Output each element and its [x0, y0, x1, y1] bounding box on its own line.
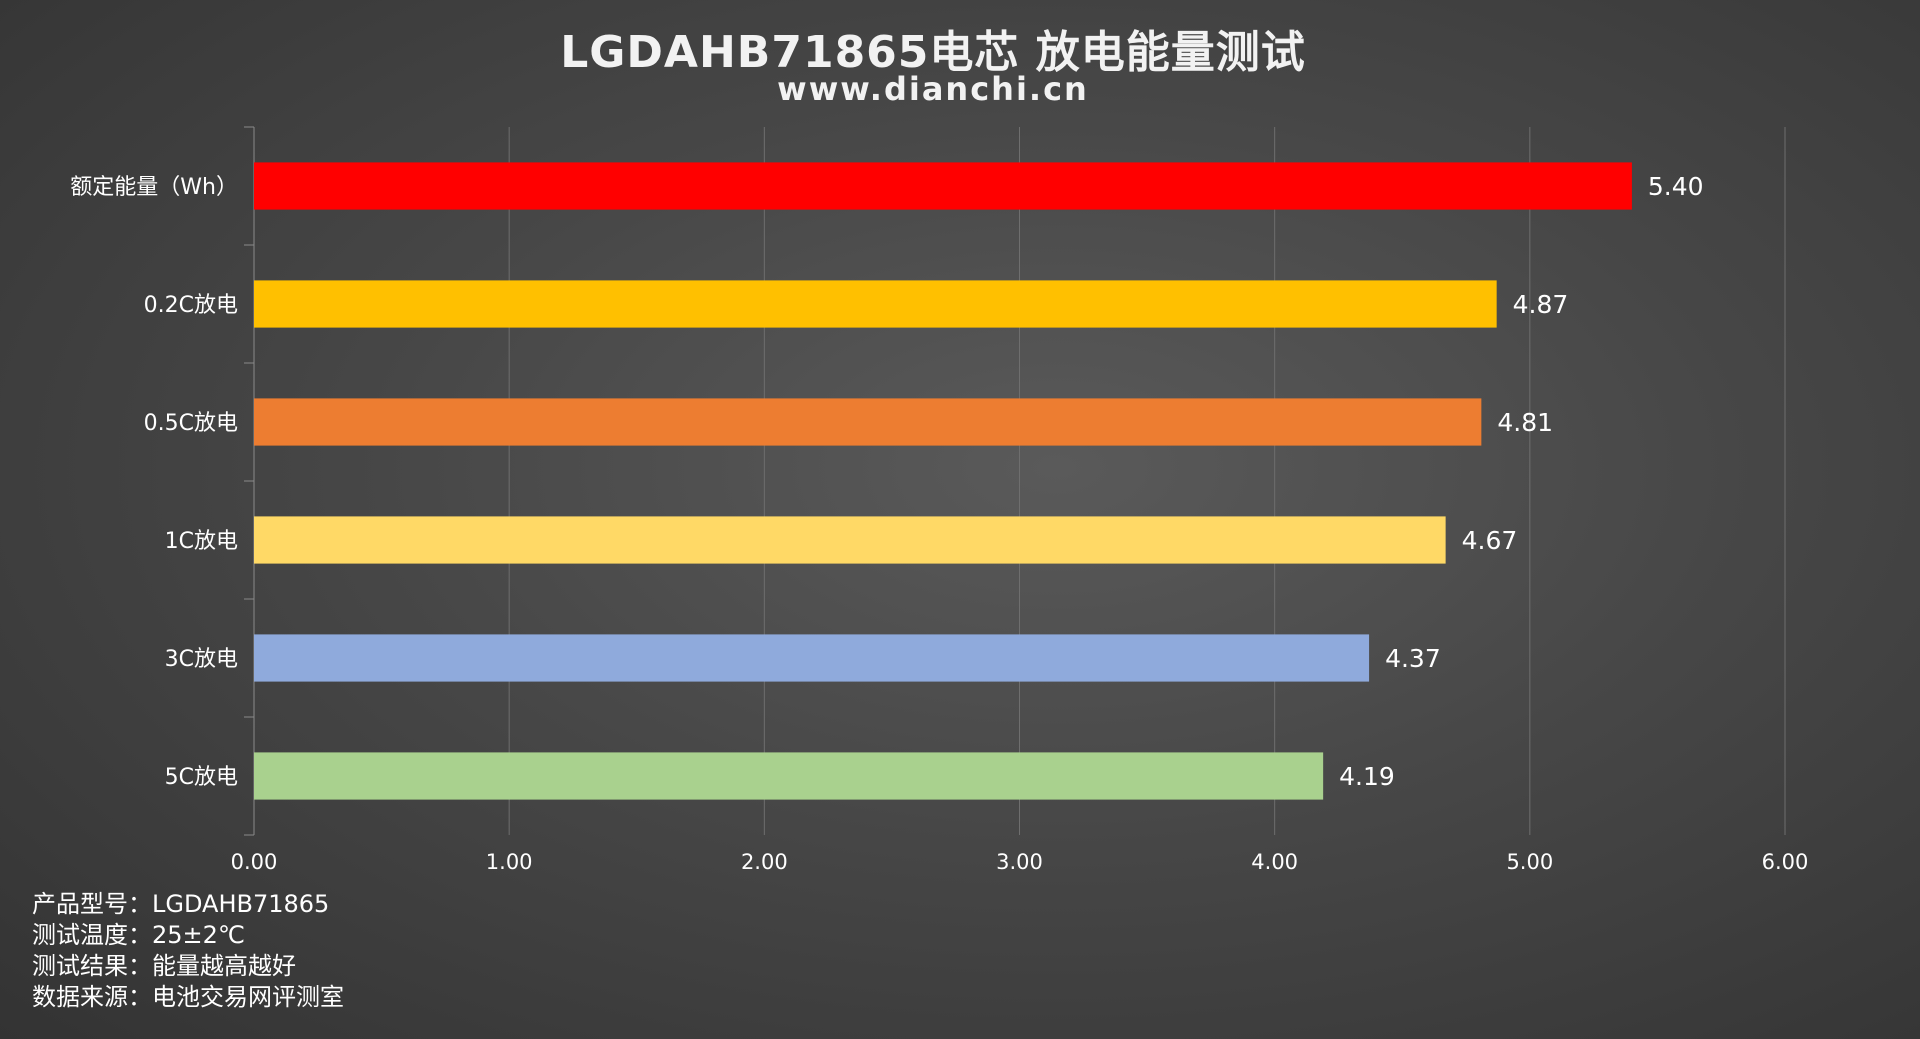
x-tick-label-1: 1.00	[486, 850, 533, 874]
x-tick-label-6: 6.00	[1762, 850, 1809, 874]
note-temperature-value: 25±2℃	[152, 921, 245, 949]
x-tick-label-2: 2.00	[741, 850, 788, 874]
category-label-3: 1C放电	[165, 529, 238, 554]
bar-0	[254, 162, 1632, 210]
x-tick-label-4: 4.00	[1251, 850, 1298, 874]
data-label-3: 4.67	[1462, 526, 1518, 555]
data-label-2: 4.81	[1497, 408, 1553, 437]
bar-1	[254, 280, 1497, 328]
note-source: 数据来源：电池交易网评测室	[32, 982, 344, 1013]
note-result-label: 测试结果：	[32, 952, 152, 980]
bar-4	[254, 634, 1370, 682]
x-tick-label-5: 5.00	[1506, 850, 1553, 874]
category-label-4: 3C放电	[165, 647, 238, 672]
data-label-1: 4.87	[1513, 290, 1569, 319]
x-tick-label-3: 3.00	[996, 850, 1043, 874]
note-model: 产品型号：LGDAHB71865	[32, 889, 344, 920]
note-source-label: 数据来源：	[32, 983, 152, 1011]
data-label-5: 4.19	[1339, 762, 1395, 791]
chart-title: LGDAHB71865电芯 放电能量测试	[560, 27, 1306, 78]
bar-5	[254, 752, 1324, 800]
data-label-4: 4.37	[1385, 644, 1441, 673]
category-label-5: 5C放电	[165, 765, 238, 790]
category-label-0: 额定能量（Wh）	[70, 175, 238, 200]
note-temperature-label: 测试温度：	[32, 921, 152, 949]
data-label-0: 5.40	[1648, 172, 1704, 201]
category-label-2: 0.5C放电	[144, 411, 238, 436]
note-result: 测试结果：能量越高越好	[32, 951, 344, 982]
note-result-value: 能量越高越好	[152, 952, 296, 980]
note-temperature: 测试温度：25±2℃	[32, 920, 344, 951]
footnotes: 产品型号：LGDAHB71865 测试温度：25±2℃ 测试结果：能量越高越好 …	[32, 889, 344, 1013]
note-model-value: LGDAHB71865	[152, 890, 330, 918]
x-tick-label-0: 0.00	[231, 850, 278, 874]
category-label-1: 0.2C放电	[144, 293, 238, 318]
chart-subtitle: www.dianchi.cn	[777, 70, 1089, 108]
bar-2	[254, 398, 1482, 446]
bar-3	[254, 516, 1446, 564]
note-source-value: 电池交易网评测室	[152, 983, 344, 1011]
note-model-label: 产品型号：	[32, 890, 152, 918]
